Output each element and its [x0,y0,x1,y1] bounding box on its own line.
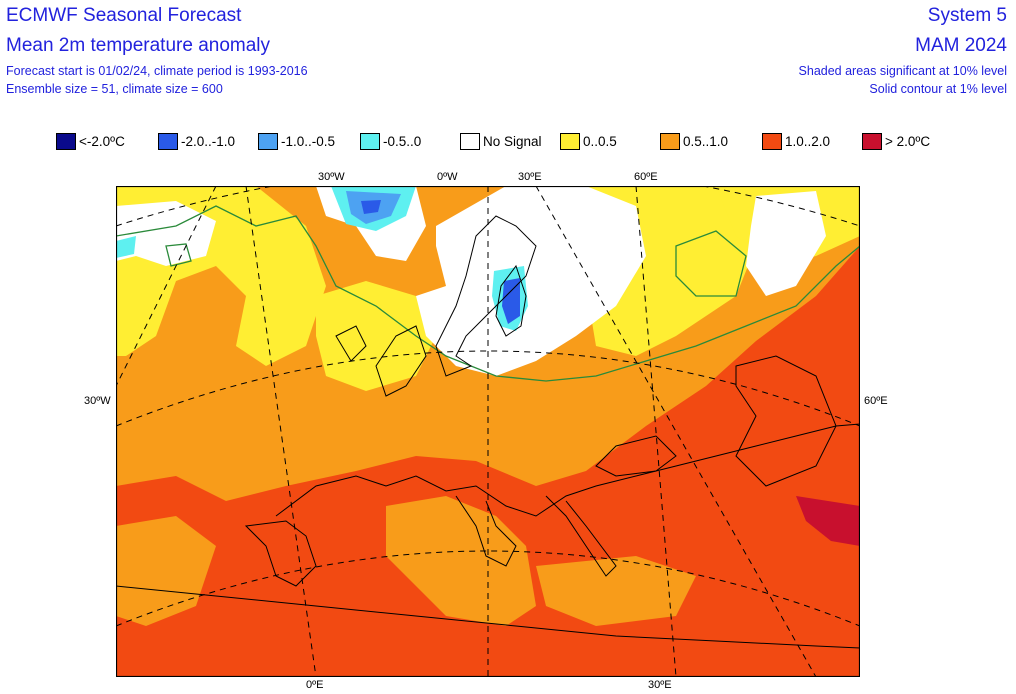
legend-label: <-2.0ºC [79,133,125,149]
period-label: MAM 2024 [915,35,1007,56]
legend-label: -0.5..0 [383,133,422,149]
legend-swatch [560,132,580,150]
graticule [115,550,861,627]
legend-item: -2.0..-1.0 [158,131,235,151]
significance-note: Shaded areas significant at 10% level [798,64,1007,78]
legend-item: -0.5..0 [360,131,421,151]
anomaly-region [316,281,436,391]
graticule [115,350,861,427]
legend-swatch [56,132,76,150]
coastline [115,585,861,649]
significance-contour [115,205,861,382]
coastline [244,520,317,587]
legend-swatch [460,132,480,150]
significance-contour [675,230,747,297]
legend-swatch [360,132,380,150]
legend-swatch [762,132,782,150]
map-svg [115,165,861,678]
legend-label: -1.0..-0.5 [281,133,336,149]
coastline [545,495,617,577]
legend-swatch [158,132,178,150]
coastline [735,355,837,487]
coastline [495,264,527,337]
legend-swatch [862,132,882,150]
anomaly-region [796,496,860,546]
lon-label-top: 60ºE [634,171,658,183]
legend-label: No Signal [483,133,542,149]
legend-item: No Signal [460,131,542,151]
legend-label: 1.0..2.0 [785,133,831,149]
coastline [435,215,537,377]
contour-note: Solid contour at 1% level [869,82,1007,96]
cold-region [116,236,136,258]
significance-contour [165,243,192,267]
legend-label: 0..0.5 [583,133,617,149]
legend-item: <-2.0ºC [56,131,125,151]
legend-item: -1.0..-0.5 [258,131,335,151]
graticule [635,185,677,678]
legend-swatch [660,132,680,150]
forecast-map [115,165,861,678]
legend-item: > 2.0ºC [862,131,930,151]
graticule [245,185,317,678]
legend-swatch [258,132,278,150]
forecast-info: Forecast start is 01/02/24, climate peri… [6,64,308,78]
legend-label: 0.5..1.0 [683,133,729,149]
coastline [595,435,677,477]
coastline [375,325,427,397]
legend-item: 0..0.5 [560,131,617,151]
lon-label-top: 30ºW [318,171,345,183]
graticule [115,185,217,387]
lon-label-bottom: 0ºE [306,679,324,691]
cold-region [502,278,520,324]
lon-label-top: 30ºE [518,171,542,183]
legend-label: -2.0..-1.0 [181,133,236,149]
lon-label-top: 0ºW [437,171,458,183]
no-signal-region [116,201,216,266]
anomaly-region [536,556,696,626]
lon-label-right: 60ºE [864,395,888,407]
map-border [115,185,861,678]
ensemble-info: Ensemble size = 51, climate size = 600 [6,82,223,96]
coastline [275,423,861,517]
cold-region [361,200,381,214]
coastline [335,325,367,362]
legend: <-2.0ºC -2.0..-1.0 -1.0..-0.5 -0.5..0 No… [0,131,1016,151]
lon-label-bottom: 30ºE [648,679,672,691]
title: ECMWF Seasonal Forecast [6,5,242,26]
legend-label: > 2.0ºC [885,133,931,149]
no-signal-region [746,191,826,296]
system-label: System 5 [927,5,1007,26]
subtitle: Mean 2m temperature anomaly [6,35,271,56]
legend-item: 1.0..2.0 [762,131,830,151]
lon-label-left: 30ºW [84,395,111,407]
coastline [455,495,517,567]
legend-item: 0.5..1.0 [660,131,728,151]
